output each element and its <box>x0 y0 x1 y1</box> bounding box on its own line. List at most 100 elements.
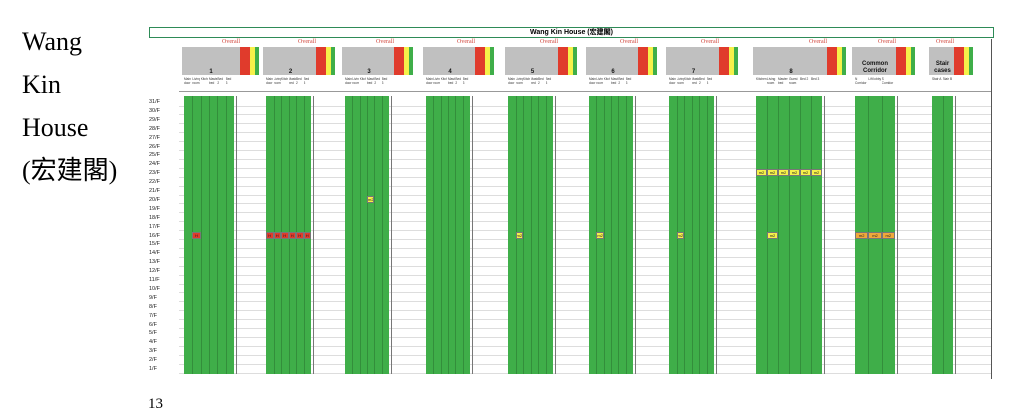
column-header: Main door <box>508 77 515 85</box>
status-cell: m2 <box>767 231 778 239</box>
block-label: 5 <box>530 69 535 75</box>
block-border <box>897 96 898 374</box>
column-header: Bed 3 <box>303 77 310 85</box>
floor-label: 4/F <box>149 339 157 346</box>
overall-label: Overall <box>809 39 827 45</box>
side-title-line-1: Wang <box>22 27 82 56</box>
grid-area <box>179 91 992 382</box>
overall-label: Overall <box>457 39 475 45</box>
status-strip-yellow <box>729 47 734 75</box>
row-line <box>179 114 992 116</box>
green-column <box>426 96 470 374</box>
floor-label: 16/F <box>149 232 161 239</box>
floor-label: 9/F <box>149 294 157 301</box>
block-header-band <box>342 47 394 75</box>
block-label: 6 <box>611 69 615 75</box>
side-title: Wang Kin House (宏建閣) <box>22 20 142 192</box>
column-header: Bed 3 <box>625 77 632 85</box>
cell-separator <box>381 96 383 374</box>
side-title-line-2: Kin <box>22 70 61 99</box>
column-header: Stair B <box>942 77 953 81</box>
row-line <box>179 185 992 187</box>
status-cell: m2 <box>367 195 375 203</box>
status-strip-yellow <box>837 47 842 75</box>
block-label: 1 <box>209 69 213 75</box>
status-cell: m2 <box>789 169 800 177</box>
status-strip-green <box>331 47 335 75</box>
column-header: Bed 3 <box>381 77 388 85</box>
cell-separator <box>209 96 210 374</box>
status-strip-red <box>827 47 837 75</box>
column-header: Master bed <box>530 77 538 85</box>
column-header: Main door <box>184 77 191 85</box>
column-header: Living room <box>273 77 281 85</box>
block-border <box>313 96 314 374</box>
status-strip-green <box>490 47 494 75</box>
floor-label: 17/F <box>149 223 161 230</box>
status-cell: H <box>288 231 296 239</box>
status-cell: H <box>281 231 289 239</box>
green-column <box>345 96 389 374</box>
cell-separator <box>440 96 442 374</box>
row-line <box>179 221 992 223</box>
row-line <box>179 150 992 151</box>
cell-separator <box>699 96 700 374</box>
column-header: Bed 3 <box>811 77 820 81</box>
column-header: Kitchen <box>200 77 209 81</box>
floor-label: 26/F <box>149 143 161 150</box>
column-header: Main door <box>266 77 273 85</box>
column-header: Main door <box>426 77 433 85</box>
row-line <box>179 247 992 249</box>
overall-label: Overall <box>701 39 719 45</box>
green-column <box>932 96 953 374</box>
row-line <box>179 292 992 294</box>
column-header: Bed 2 <box>217 77 223 85</box>
column-header: Bed 2 <box>296 77 302 85</box>
column-header: Kitchen <box>603 77 611 81</box>
cell-separator <box>217 96 219 374</box>
row-line <box>179 274 992 276</box>
floor-label: 20/F <box>149 196 161 203</box>
block-label: Common Corridor <box>862 61 888 74</box>
status-strip-green <box>911 47 915 75</box>
status-strip-yellow <box>648 47 653 75</box>
cell-separator <box>374 96 376 374</box>
column-header: Bed 3 <box>462 77 469 85</box>
status-strip-yellow <box>404 47 409 75</box>
status-strip-red <box>638 47 648 75</box>
column-header: Bed 3 <box>225 77 232 85</box>
block-header-band <box>753 47 827 75</box>
block-label: 3 <box>367 69 371 75</box>
cell-separator <box>942 96 944 374</box>
column-header: Kitchen <box>756 77 767 81</box>
status-cell: H <box>303 231 311 239</box>
block-border <box>236 96 237 374</box>
column-header: Guest room <box>789 77 798 85</box>
column-header: Main door <box>589 77 596 85</box>
cell-separator <box>603 96 605 374</box>
cell-separator <box>455 96 457 374</box>
cell-separator <box>352 96 354 374</box>
side-title-line-3: House <box>22 113 89 142</box>
overall-label: Overall <box>878 39 896 45</box>
column-header: Master bed <box>778 77 788 85</box>
column-header: Stair A <box>932 77 942 81</box>
cell-separator <box>523 96 524 374</box>
row-line <box>179 105 992 107</box>
floor-label: 24/F <box>149 161 161 168</box>
row-line <box>179 301 992 303</box>
side-title-line-4: (宏建閣) <box>22 156 118 185</box>
status-strip-red <box>896 47 906 75</box>
floor-label: 6/F <box>149 321 157 328</box>
overall-label: Overall <box>222 39 240 45</box>
status-strip-red <box>558 47 568 75</box>
status-cell: m2 <box>855 231 869 239</box>
column-header: Bed 3 <box>545 77 552 85</box>
floor-label: 23/F <box>149 170 161 177</box>
cell-separator <box>800 96 801 374</box>
block-header-band <box>929 47 954 75</box>
column-header: Main door <box>345 77 352 85</box>
cell-separator <box>618 96 620 374</box>
status-cell: H <box>296 231 304 239</box>
row-line <box>179 345 992 347</box>
